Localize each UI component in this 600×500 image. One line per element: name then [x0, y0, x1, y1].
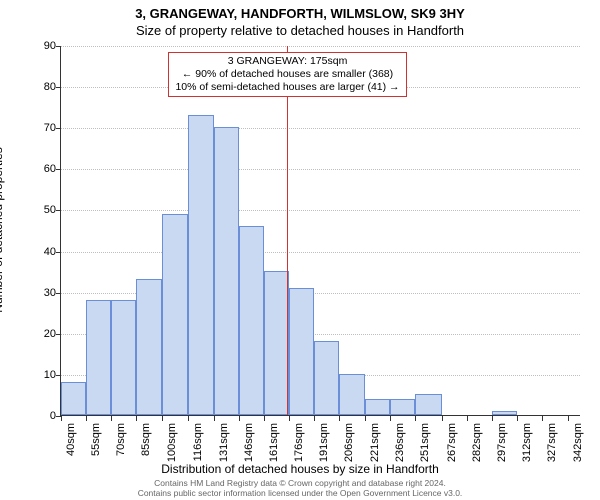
histogram-bar [415, 394, 442, 415]
histogram-bar [365, 399, 390, 415]
x-tick-label: 176sqm [293, 423, 305, 462]
x-tick-label: 221sqm [369, 423, 381, 462]
y-tick-mark [56, 210, 61, 211]
y-tick-label: 0 [26, 410, 56, 422]
grid-line [61, 46, 580, 47]
y-tick-label: 90 [26, 40, 56, 52]
x-axis-label: Distribution of detached houses by size … [0, 462, 600, 476]
x-tick-mark [214, 416, 215, 421]
y-tick-label: 10 [26, 369, 56, 381]
x-tick-label: 70sqm [115, 423, 127, 456]
title-sub: Size of property relative to detached ho… [0, 23, 600, 38]
x-tick-mark [289, 416, 290, 421]
x-tick-label: 327sqm [546, 423, 558, 462]
grid-line [61, 128, 580, 129]
histogram-bar [264, 271, 289, 415]
histogram-bar [136, 279, 161, 415]
x-tick-mark [467, 416, 468, 421]
chart-titles: 3, GRANGEWAY, HANDFORTH, WILMSLOW, SK9 3… [0, 0, 600, 38]
x-tick-mark [61, 416, 62, 421]
annotation-line: 3 GRANGEWAY: 175sqm [175, 55, 399, 68]
y-tick-label: 50 [26, 204, 56, 216]
histogram-bar [111, 300, 136, 415]
y-tick-label: 70 [26, 122, 56, 134]
title-main: 3, GRANGEWAY, HANDFORTH, WILMSLOW, SK9 3… [0, 6, 600, 21]
x-tick-mark [86, 416, 87, 421]
x-tick-mark [162, 416, 163, 421]
x-tick-mark [568, 416, 569, 421]
grid-line [61, 210, 580, 211]
histogram-bar [289, 288, 314, 415]
x-tick-mark [390, 416, 391, 421]
x-tick-label: 312sqm [521, 423, 533, 462]
x-tick-label: 236sqm [394, 423, 406, 462]
x-tick-mark [188, 416, 189, 421]
x-tick-label: 146sqm [243, 423, 255, 462]
histogram-bar [214, 127, 239, 415]
histogram-bar [314, 341, 339, 415]
x-tick-mark [239, 416, 240, 421]
histogram-bar [492, 411, 517, 415]
y-tick-mark [56, 87, 61, 88]
x-tick-mark [111, 416, 112, 421]
histogram-bar [188, 115, 213, 415]
y-tick-mark [56, 293, 61, 294]
x-tick-mark [264, 416, 265, 421]
y-tick-mark [56, 375, 61, 376]
x-tick-label: 342sqm [572, 423, 584, 462]
footer: Contains HM Land Registry data © Crown c… [0, 478, 600, 498]
annotation-line: 10% of semi-detached houses are larger (… [175, 81, 399, 94]
x-tick-label: 267sqm [446, 423, 458, 462]
x-tick-mark [314, 416, 315, 421]
x-tick-mark [542, 416, 543, 421]
x-tick-label: 191sqm [318, 423, 330, 462]
y-tick-label: 60 [26, 163, 56, 175]
footer-line-1: Contains HM Land Registry data © Crown c… [0, 478, 600, 488]
y-tick-mark [56, 334, 61, 335]
y-tick-mark [56, 46, 61, 47]
annotation-box: 3 GRANGEWAY: 175sqm← 90% of detached hou… [168, 52, 406, 97]
x-tick-label: 40sqm [65, 423, 77, 456]
x-tick-label: 251sqm [419, 423, 431, 462]
x-tick-label: 100sqm [166, 423, 178, 462]
x-tick-mark [365, 416, 366, 421]
histogram-bar [61, 382, 86, 415]
x-tick-mark [492, 416, 493, 421]
footer-line-2: Contains public sector information licen… [0, 488, 600, 498]
histogram-bar [162, 214, 189, 415]
histogram-bar [339, 374, 364, 415]
grid-line [61, 252, 580, 253]
x-tick-label: 297sqm [496, 423, 508, 462]
x-tick-mark [136, 416, 137, 421]
y-tick-mark [56, 169, 61, 170]
y-tick-mark [56, 252, 61, 253]
x-tick-label: 161sqm [268, 423, 280, 462]
x-tick-label: 85sqm [140, 423, 152, 456]
y-axis-label: Number of detached properties [0, 147, 5, 312]
annotation-line: ← 90% of detached houses are smaller (36… [175, 68, 399, 81]
y-tick-label: 40 [26, 246, 56, 258]
x-tick-label: 131sqm [218, 423, 230, 462]
x-tick-mark [517, 416, 518, 421]
x-tick-label: 55sqm [90, 423, 102, 456]
y-tick-label: 30 [26, 287, 56, 299]
histogram-bar [390, 399, 415, 415]
reference-line [287, 46, 288, 415]
y-tick-mark [56, 128, 61, 129]
x-tick-mark [415, 416, 416, 421]
y-tick-label: 80 [26, 81, 56, 93]
grid-line [61, 169, 580, 170]
histogram-bar [86, 300, 111, 415]
x-tick-label: 206sqm [343, 423, 355, 462]
x-tick-label: 116sqm [192, 423, 204, 461]
plot-region: 40sqm55sqm70sqm85sqm100sqm116sqm131sqm14… [60, 46, 580, 416]
y-tick-label: 20 [26, 328, 56, 340]
x-tick-mark [442, 416, 443, 421]
histogram-bar [239, 226, 264, 415]
x-tick-mark [339, 416, 340, 421]
chart-area: 40sqm55sqm70sqm85sqm100sqm116sqm131sqm14… [60, 46, 580, 416]
x-tick-label: 282sqm [471, 423, 483, 462]
